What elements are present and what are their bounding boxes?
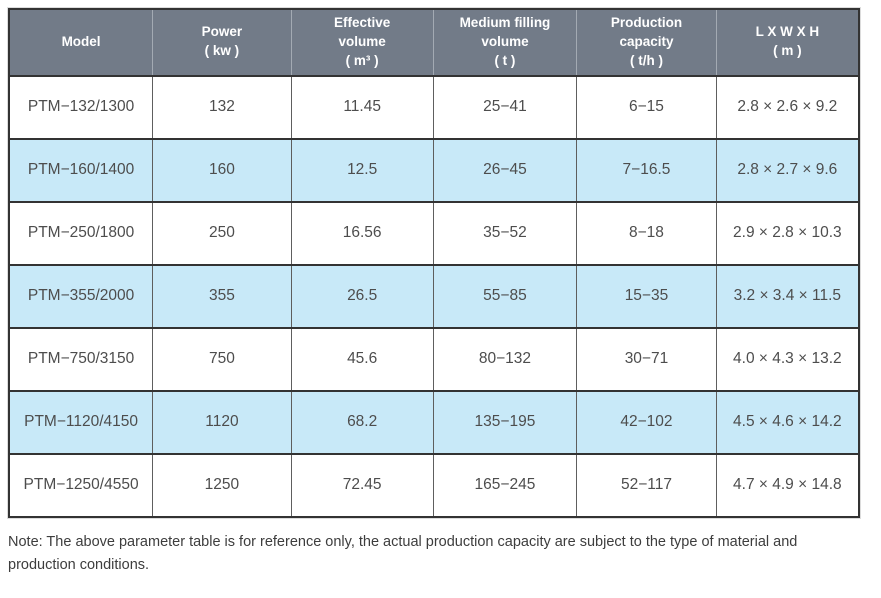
cell-production-capacity: 15−35	[576, 263, 717, 328]
cell-effective-volume: 11.45	[290, 74, 434, 139]
table-row: PTM−132/1300 132 11.45 25−41 6−15 2.8 × …	[9, 74, 859, 139]
cell-effective-volume: 12.5	[290, 137, 434, 202]
cell-production-capacity: 7−16.5	[576, 137, 717, 202]
header-line: Model	[61, 33, 101, 49]
cell-production-capacity: 8−18	[576, 200, 717, 265]
cell-effective-volume: 68.2	[290, 389, 434, 454]
table-row: PTM−750/3150 750 45.6 80−132 30−71 4.0 ×…	[9, 326, 859, 391]
header-unit: ( m³ )	[345, 52, 379, 68]
header-line: Power	[201, 24, 243, 40]
col-header-medium-filling-volume: Medium filling volume ( t )	[432, 9, 577, 76]
table-row: PTM−1120/4150 1120 68.2 135−195 42−102 4…	[9, 389, 859, 454]
cell-dimensions: 2.9 × 2.8 × 10.3	[715, 200, 859, 265]
cell-power: 1250	[152, 452, 292, 517]
cell-effective-volume: 16.56	[290, 200, 434, 265]
cell-power: 1120	[152, 389, 292, 454]
table-row: PTM−355/2000 355 26.5 55−85 15−35 3.2 × …	[9, 263, 859, 328]
table-row: PTM−160/1400 160 12.5 26−45 7−16.5 2.8 ×…	[9, 137, 859, 202]
cell-model: PTM−250/1800	[9, 200, 153, 265]
cell-model: PTM−132/1300	[9, 74, 153, 139]
cell-production-capacity: 52−117	[576, 452, 717, 517]
cell-medium-filling-volume: 135−195	[432, 389, 577, 454]
cell-dimensions: 4.5 × 4.6 × 14.2	[715, 389, 859, 454]
cell-production-capacity: 42−102	[576, 389, 717, 454]
cell-power: 132	[152, 74, 292, 139]
header-unit: ( t )	[494, 52, 516, 68]
header-line: capacity	[619, 33, 674, 49]
header-unit: ( t/h )	[629, 52, 663, 68]
cell-power: 355	[152, 263, 292, 328]
cell-dimensions: 3.2 × 3.4 × 11.5	[715, 263, 859, 328]
cell-effective-volume: 26.5	[290, 263, 434, 328]
col-header-effective-volume: Effective volume ( m³ )	[290, 9, 434, 76]
cell-model: PTM−1250/4550	[9, 452, 153, 517]
cell-model: PTM−355/2000	[9, 263, 153, 328]
cell-effective-volume: 45.6	[290, 326, 434, 391]
cell-power: 750	[152, 326, 292, 391]
header-line: Medium filling	[459, 15, 551, 30]
header-unit: ( m )	[773, 43, 802, 59]
cell-power: 160	[152, 137, 292, 202]
cell-effective-volume: 72.45	[290, 452, 434, 517]
table-row: PTM−1250/4550 1250 72.45 165−245 52−117 …	[9, 452, 859, 517]
cell-dimensions: 2.8 × 2.6 × 9.2	[715, 74, 859, 139]
col-header-model: Model	[9, 9, 153, 76]
cell-medium-filling-volume: 25−41	[432, 74, 577, 139]
cell-model: PTM−160/1400	[9, 137, 153, 202]
cell-power: 250	[152, 200, 292, 265]
cell-dimensions: 4.7 × 4.9 × 14.8	[715, 452, 859, 517]
footnote: Note: The above parameter table is for r…	[8, 533, 798, 573]
header-line: L X W X H	[755, 24, 820, 40]
header-line: volume	[338, 33, 386, 49]
cell-production-capacity: 6−15	[576, 74, 717, 139]
header-line: Effective	[334, 15, 391, 30]
table-row: PTM−250/1800 250 16.56 35−52 8−18 2.9 × …	[9, 200, 859, 265]
cell-medium-filling-volume: 35−52	[432, 200, 577, 265]
cell-medium-filling-volume: 80−132	[432, 326, 577, 391]
header-row: Model Power ( kw ) Effective volume ( m³…	[9, 9, 859, 76]
col-header-dimensions: L X W X H ( m )	[715, 9, 859, 76]
cell-model: PTM−750/3150	[9, 326, 153, 391]
cell-medium-filling-volume: 26−45	[432, 137, 577, 202]
header-line: volume	[481, 33, 529, 49]
col-header-production-capacity: Production capacity ( t/h )	[576, 9, 717, 76]
parameter-table: Model Power ( kw ) Effective volume ( m³…	[8, 8, 860, 518]
col-header-power: Power ( kw )	[152, 9, 292, 76]
header-unit: ( kw )	[204, 43, 240, 59]
header-line: Production	[610, 15, 683, 30]
cell-dimensions: 4.0 × 4.3 × 13.2	[715, 326, 859, 391]
cell-dimensions: 2.8 × 2.7 × 9.6	[715, 137, 859, 202]
cell-medium-filling-volume: 165−245	[432, 452, 577, 517]
cell-model: PTM−1120/4150	[9, 389, 153, 454]
cell-production-capacity: 30−71	[576, 326, 717, 391]
cell-medium-filling-volume: 55−85	[432, 263, 577, 328]
